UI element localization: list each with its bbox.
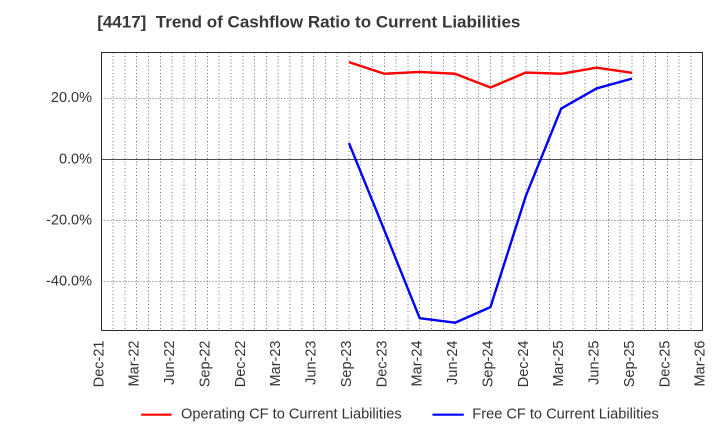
svg-text:Dec-22: Dec-22	[233, 341, 249, 388]
svg-text:Sep-25: Sep-25	[622, 341, 638, 388]
svg-text:Free CF to Current Liabilities: Free CF to Current Liabilities	[472, 407, 659, 423]
svg-text:Sep-22: Sep-22	[197, 341, 213, 388]
svg-text:-40.0%: -40.0%	[46, 274, 92, 290]
svg-text:Jun-25: Jun-25	[587, 341, 603, 385]
svg-text:Mar-26: Mar-26	[693, 341, 709, 387]
svg-text:Dec-21: Dec-21	[91, 341, 107, 388]
svg-text:Mar-25: Mar-25	[551, 341, 567, 387]
svg-text:0.0%: 0.0%	[59, 151, 92, 167]
svg-text:Jun-23: Jun-23	[304, 341, 320, 385]
svg-text:Dec-23: Dec-23	[374, 341, 390, 388]
svg-text:Mar-23: Mar-23	[268, 341, 284, 387]
svg-text:Mar-22: Mar-22	[127, 341, 143, 387]
svg-text:Jun-24: Jun-24	[445, 341, 461, 385]
svg-text:Jun-22: Jun-22	[162, 341, 178, 385]
svg-text:Mar-24: Mar-24	[410, 341, 426, 387]
svg-text:Sep-24: Sep-24	[480, 341, 496, 388]
svg-text:Dec-24: Dec-24	[516, 341, 532, 388]
svg-text:[4417] Trend of Cashflow Rati: [4417] Trend of Cashflow Ratio to Curren…	[97, 12, 520, 31]
svg-text:Dec-25: Dec-25	[657, 341, 673, 388]
svg-text:-20.0%: -20.0%	[46, 212, 92, 228]
svg-text:20.0%: 20.0%	[51, 90, 92, 106]
svg-text:Sep-23: Sep-23	[339, 341, 355, 388]
svg-text:Operating CF to Current Liabil: Operating CF to Current Liabilities	[181, 407, 402, 423]
